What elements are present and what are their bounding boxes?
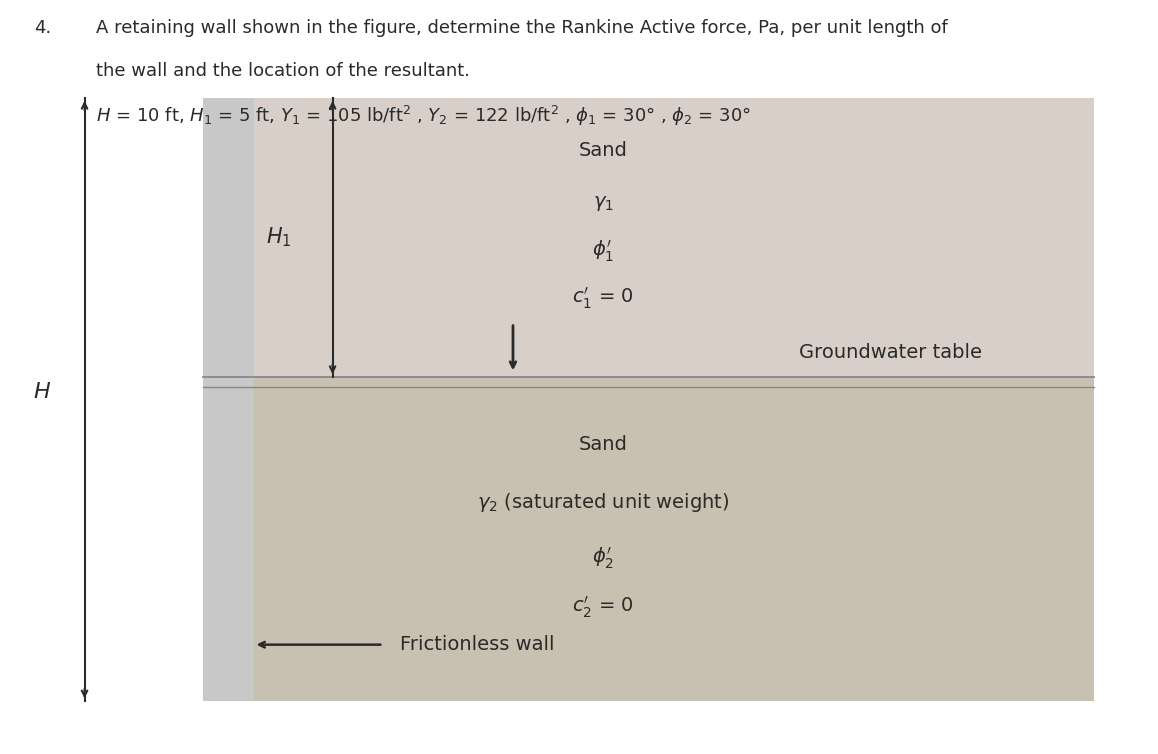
Text: Sand: Sand <box>579 435 628 455</box>
Text: Frictionless wall: Frictionless wall <box>401 635 555 654</box>
Text: $\gamma_1$: $\gamma_1$ <box>593 194 614 213</box>
Text: $H_1$: $H_1$ <box>265 225 292 250</box>
Text: $H$ = 10 ft, $H_1$ = 5 ft, $Y_1$ = 105 lb/ft$^2$ , $Y_2$ = 122 lb/ft$^2$ , $\phi: $H$ = 10 ft, $H_1$ = 5 ft, $Y_1$ = 105 l… <box>96 104 750 128</box>
Text: 4.: 4. <box>34 19 51 37</box>
Bar <box>254 377 1093 701</box>
Text: $\gamma_2$ (saturated unit weight): $\gamma_2$ (saturated unit weight) <box>477 492 730 514</box>
Text: $c_1'$ = 0: $c_1'$ = 0 <box>572 285 633 311</box>
Text: $c_2'$ = 0: $c_2'$ = 0 <box>572 594 633 620</box>
Text: $\phi_2'$: $\phi_2'$ <box>592 545 614 571</box>
Text: $H$: $H$ <box>32 382 51 402</box>
Bar <box>203 98 254 701</box>
Bar <box>254 98 1093 377</box>
Text: Sand: Sand <box>579 141 628 161</box>
Text: the wall and the location of the resultant.: the wall and the location of the resulta… <box>96 62 470 80</box>
Text: Groundwater table: Groundwater table <box>799 342 982 362</box>
Text: $\phi_1'$: $\phi_1'$ <box>592 238 614 264</box>
Text: A retaining wall shown in the figure, determine the Rankine Active force, Pa, pe: A retaining wall shown in the figure, de… <box>96 19 947 37</box>
